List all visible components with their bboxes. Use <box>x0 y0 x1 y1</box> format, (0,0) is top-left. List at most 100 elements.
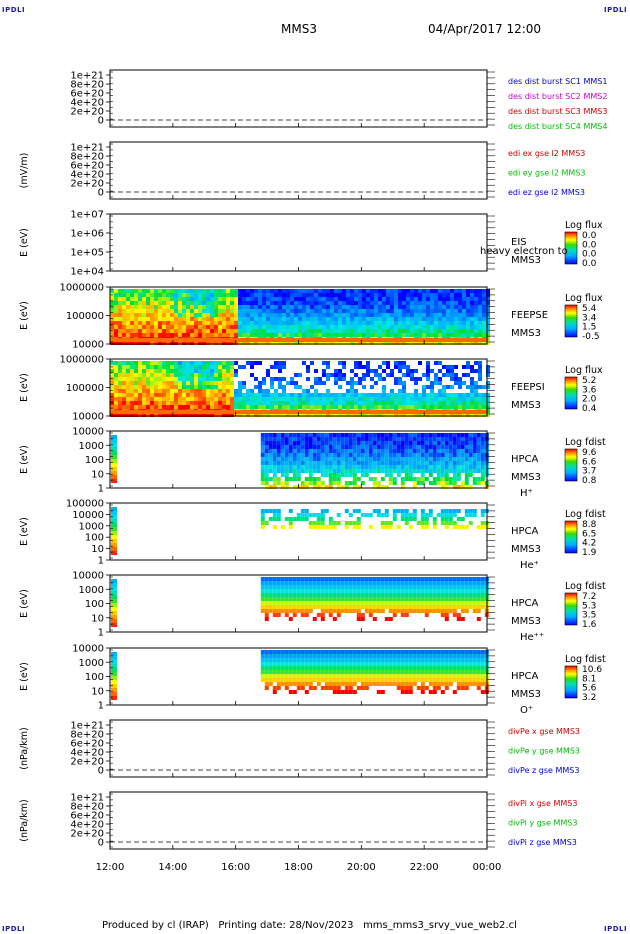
spectrogram-cell <box>432 682 437 686</box>
spectrogram-cell <box>126 305 130 309</box>
spectrogram-cell <box>154 341 158 345</box>
colorbar <box>564 448 578 482</box>
spectrogram-cell <box>272 509 277 513</box>
spectrogram-cell <box>234 329 238 333</box>
spectrogram-cell <box>190 317 194 321</box>
spectrogram-cell <box>280 525 285 529</box>
spectrogram-cell <box>400 597 405 601</box>
spectrogram-cell <box>322 317 326 321</box>
spectrogram-cell <box>456 613 461 617</box>
spectrogram-cell <box>292 597 297 601</box>
spectrogram-cell <box>310 293 314 297</box>
spectrogram-cell <box>242 405 246 409</box>
spectrogram-cell <box>426 321 430 325</box>
spectrogram-cell <box>290 313 294 317</box>
spectrogram-cell <box>418 413 422 417</box>
spectrogram-cell <box>234 333 238 337</box>
y-tick-label: 1e+21 <box>70 71 104 82</box>
spectrogram-cell <box>332 597 337 601</box>
spectrogram-cell <box>384 650 389 654</box>
spectrogram-cell <box>472 449 477 453</box>
spectrogram-cell <box>284 585 289 589</box>
spectrogram-cell <box>114 377 118 381</box>
spectrogram-cell <box>396 461 401 465</box>
spectrogram-cell <box>292 662 297 666</box>
spectrogram-cell <box>292 461 297 465</box>
colorbar-title: Log fdist <box>565 509 606 520</box>
spectrogram-cell <box>202 365 206 369</box>
spectrogram-cell <box>372 577 377 581</box>
spectrogram-cell <box>272 517 277 521</box>
spectrogram-cell <box>478 393 482 397</box>
spectrogram-cell <box>186 297 190 301</box>
spectrogram-cell <box>226 289 230 293</box>
spectrogram-cell <box>304 613 309 617</box>
spectrogram-cell <box>394 413 398 417</box>
spectrogram-cell <box>464 670 469 674</box>
spectrogram-cell <box>326 325 330 329</box>
spectrogram-cell <box>304 589 309 593</box>
spectrogram-cell <box>472 453 477 457</box>
y-tick-label: 2e+20 <box>70 179 104 190</box>
spectrogram-cell <box>198 369 202 373</box>
spectrogram-cell <box>382 385 386 389</box>
spectrogram-cell <box>330 313 334 317</box>
spectrogram-cell <box>314 313 318 317</box>
spectrogram-cell <box>378 401 382 405</box>
spectrogram-cell <box>468 473 473 477</box>
spectrogram-cell <box>476 589 481 593</box>
spectrogram-cell <box>214 401 218 405</box>
spectrogram-cell <box>300 589 305 593</box>
spectrogram-cell <box>158 361 162 365</box>
spectrogram-cell <box>336 589 341 593</box>
spectrogram-cell <box>368 433 373 437</box>
spectrogram-cell <box>366 333 370 337</box>
spectrogram-cell <box>384 441 389 445</box>
spectrogram-cell <box>344 481 349 485</box>
spectrogram-cell <box>420 433 425 437</box>
spectrogram-cell <box>386 393 390 397</box>
spectrogram-cell <box>114 393 118 397</box>
spectrogram-cell <box>296 441 301 445</box>
spectrogram-cell <box>264 650 269 654</box>
spectrogram-cell <box>202 317 206 321</box>
spectrogram-cell <box>174 321 178 325</box>
spectrogram-cell <box>268 585 273 589</box>
spectrogram-cell <box>412 517 417 521</box>
spectrogram-cell <box>328 477 333 481</box>
spectrogram-cell <box>444 453 449 457</box>
spectrogram-cell <box>312 678 317 682</box>
spectrogram-cell <box>254 305 258 309</box>
spectrogram-cell <box>310 413 314 417</box>
spectrogram-cell <box>430 301 434 305</box>
spectrogram-cell <box>344 589 349 593</box>
spectrogram-cell <box>122 413 126 417</box>
spectrogram-cell <box>202 405 206 409</box>
spectrogram-cell <box>294 301 298 305</box>
spectrogram-cell <box>400 678 405 682</box>
spectrogram-cell <box>486 413 490 417</box>
spectrogram-cell <box>466 325 470 329</box>
spectrogram-cell <box>262 325 266 329</box>
spectrogram-cell <box>312 605 317 609</box>
spectrogram-cell <box>420 682 425 686</box>
spectrogram-cell <box>294 305 298 309</box>
spectrogram-cell <box>472 597 477 601</box>
spectrogram-cell <box>440 585 445 589</box>
spectrogram-cell <box>394 321 398 325</box>
spectrogram-cell <box>452 654 457 658</box>
spectrogram-cell <box>420 453 425 457</box>
spectrogram-cell <box>154 381 158 385</box>
spectrogram-cell <box>480 509 485 513</box>
spectrogram-cell <box>354 405 358 409</box>
spectrogram-cell <box>300 666 305 670</box>
spectrogram-cell <box>340 589 345 593</box>
spectrogram-cell <box>444 457 449 461</box>
spectrogram-cell <box>142 341 146 345</box>
spectrogram-cell <box>230 329 234 333</box>
spectrogram-cell <box>304 658 309 662</box>
spectrogram-cell <box>288 670 293 674</box>
spectrogram-cell <box>394 377 398 381</box>
spectrogram-cell <box>376 577 381 581</box>
spectrogram-cell <box>416 481 421 485</box>
